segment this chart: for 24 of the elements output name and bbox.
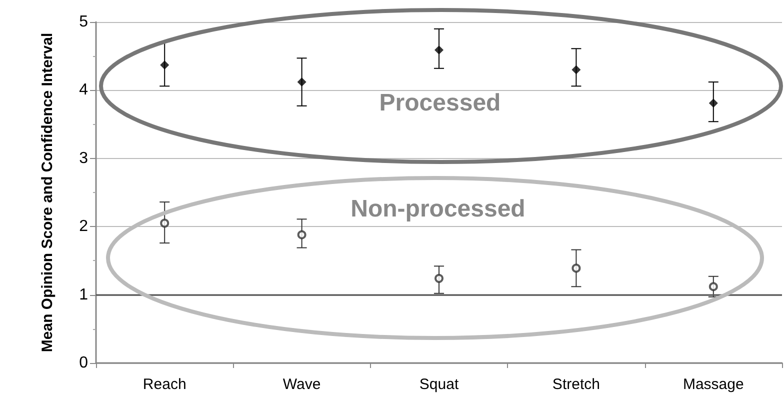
point xyxy=(160,60,170,70)
point xyxy=(297,230,306,240)
x-tick-label: Reach xyxy=(142,376,186,393)
y-tick-label: 5 xyxy=(79,14,88,30)
y-axis-title: Mean Opinion Score and Confidence Interval xyxy=(39,32,56,352)
point xyxy=(434,274,444,283)
annotation: Non-processed xyxy=(350,195,526,222)
y-tick-label: 1 xyxy=(79,286,88,304)
point xyxy=(297,78,306,87)
y-tick-label: 4 xyxy=(79,82,88,99)
point xyxy=(434,45,444,54)
annotation: Processed xyxy=(379,89,501,116)
point xyxy=(572,264,581,273)
x-tick-label: Massage xyxy=(682,376,744,393)
point xyxy=(572,65,581,74)
y-tick-label: 0 xyxy=(79,354,88,372)
x-tick-label: Stretch xyxy=(552,376,600,393)
point xyxy=(160,218,170,228)
y-tick-label: 2 xyxy=(79,218,88,236)
point xyxy=(708,98,718,108)
y-tick-label: 3 xyxy=(79,150,88,167)
x-tick-label: Squat xyxy=(419,376,460,393)
point xyxy=(708,282,718,292)
x-tick-label: Wave xyxy=(282,376,321,393)
